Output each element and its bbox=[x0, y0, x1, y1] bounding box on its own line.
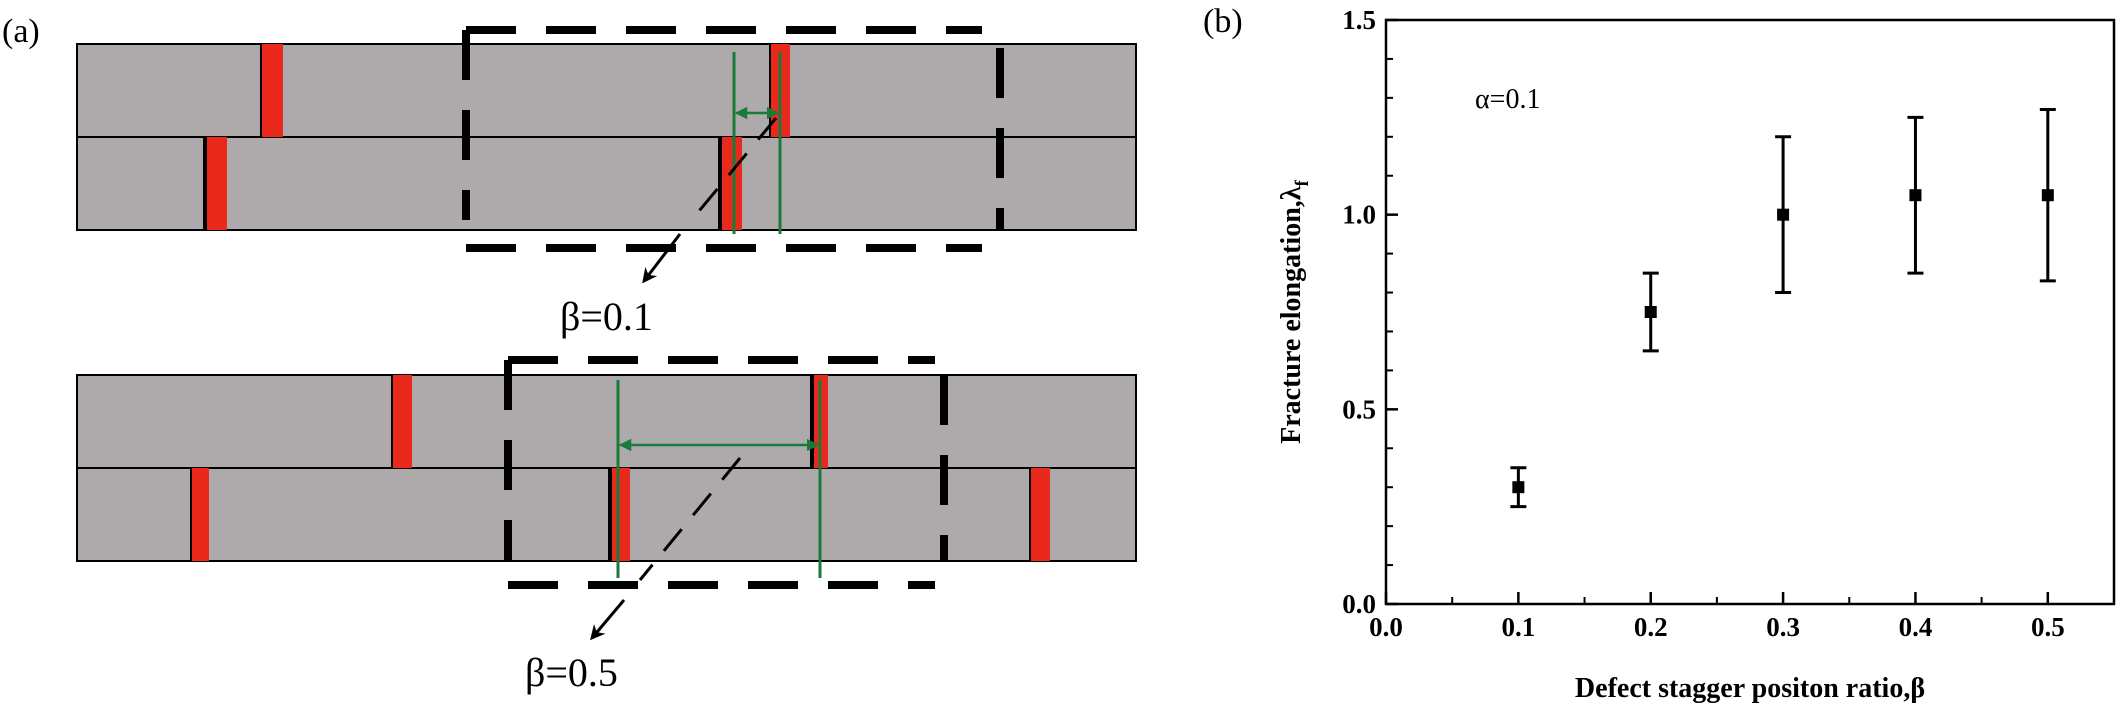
x-tick-label: 0.1 bbox=[1501, 612, 1535, 642]
x-tick-label: 0.0 bbox=[1369, 612, 1403, 642]
y-axis-title-sub: f bbox=[1292, 179, 1313, 186]
alpha-annotation: α=0.1 bbox=[1475, 84, 1540, 115]
pointer-line bbox=[688, 117, 778, 223]
panel-a: (a) bbox=[2, 13, 1137, 695]
data-point bbox=[2041, 189, 2054, 202]
chart-plot-area: 0.0 0.1 0.2 0.3 0.4 0.5 0.0 0.5 1.0 1.5 bbox=[1342, 5, 2116, 642]
data-point bbox=[1512, 481, 1525, 494]
panel-b: (b) 0.0 0.1 0.2 0.3 0.4 0.5 0.0 0.5 1.0 1.5 α=0.… bbox=[1203, 3, 2116, 704]
fiber-pair-bottom bbox=[76, 356, 1137, 641]
x-tick-label: 0.3 bbox=[1766, 612, 1800, 642]
pointer-arrow bbox=[590, 599, 626, 641]
panel-a-label: (a) bbox=[2, 13, 40, 50]
y-axis-title-main: Fracture elongation,λ bbox=[1276, 186, 1307, 444]
data-point bbox=[1644, 306, 1657, 318]
x-axis-title: Defect stagger positon ratio,β bbox=[1575, 673, 1925, 704]
beta-label-bottom: β=0.5 bbox=[525, 650, 618, 695]
defect bbox=[720, 137, 742, 230]
defect bbox=[205, 137, 227, 230]
data-series bbox=[1510, 108, 2056, 509]
data-point bbox=[1777, 208, 1790, 221]
zoom-box-bottom bbox=[504, 356, 948, 589]
zoom-box-top bbox=[462, 26, 1004, 252]
defect bbox=[261, 44, 283, 137]
beta-label-top: β=0.1 bbox=[560, 294, 653, 339]
defect bbox=[1030, 468, 1050, 561]
y-tick-label: 0.5 bbox=[1342, 394, 1376, 424]
pointer-arrow bbox=[642, 233, 682, 284]
panel-b-label: (b) bbox=[1203, 3, 1243, 40]
data-point bbox=[1909, 189, 1922, 202]
x-tick-label: 0.4 bbox=[1899, 612, 1933, 642]
x-tick-label: 0.2 bbox=[1634, 612, 1668, 642]
fiber-top-lower bbox=[76, 136, 1137, 231]
y-axis: 0.0 0.5 1.0 1.5 bbox=[1342, 5, 1398, 619]
y-tick-label: 1.5 bbox=[1342, 5, 1376, 35]
x-tick-label: 0.5 bbox=[2031, 612, 2065, 642]
y-tick-label: 1.0 bbox=[1342, 200, 1376, 230]
x-axis: 0.0 0.1 0.2 0.3 0.4 0.5 bbox=[1369, 592, 2065, 642]
fiber-bottom-lower bbox=[76, 467, 1137, 562]
y-axis-title: Fracture elongation,λf bbox=[1276, 179, 1313, 443]
plot-frame bbox=[1384, 18, 2116, 606]
fiber-bottom-upper bbox=[76, 374, 1137, 469]
fiber-pair-top bbox=[76, 26, 1137, 284]
defect bbox=[191, 468, 209, 561]
defect bbox=[610, 468, 630, 561]
pointer-line bbox=[638, 457, 742, 581]
y-tick-label: 0.0 bbox=[1342, 589, 1376, 619]
fiber-top-upper bbox=[76, 43, 1137, 138]
defect bbox=[392, 375, 412, 468]
